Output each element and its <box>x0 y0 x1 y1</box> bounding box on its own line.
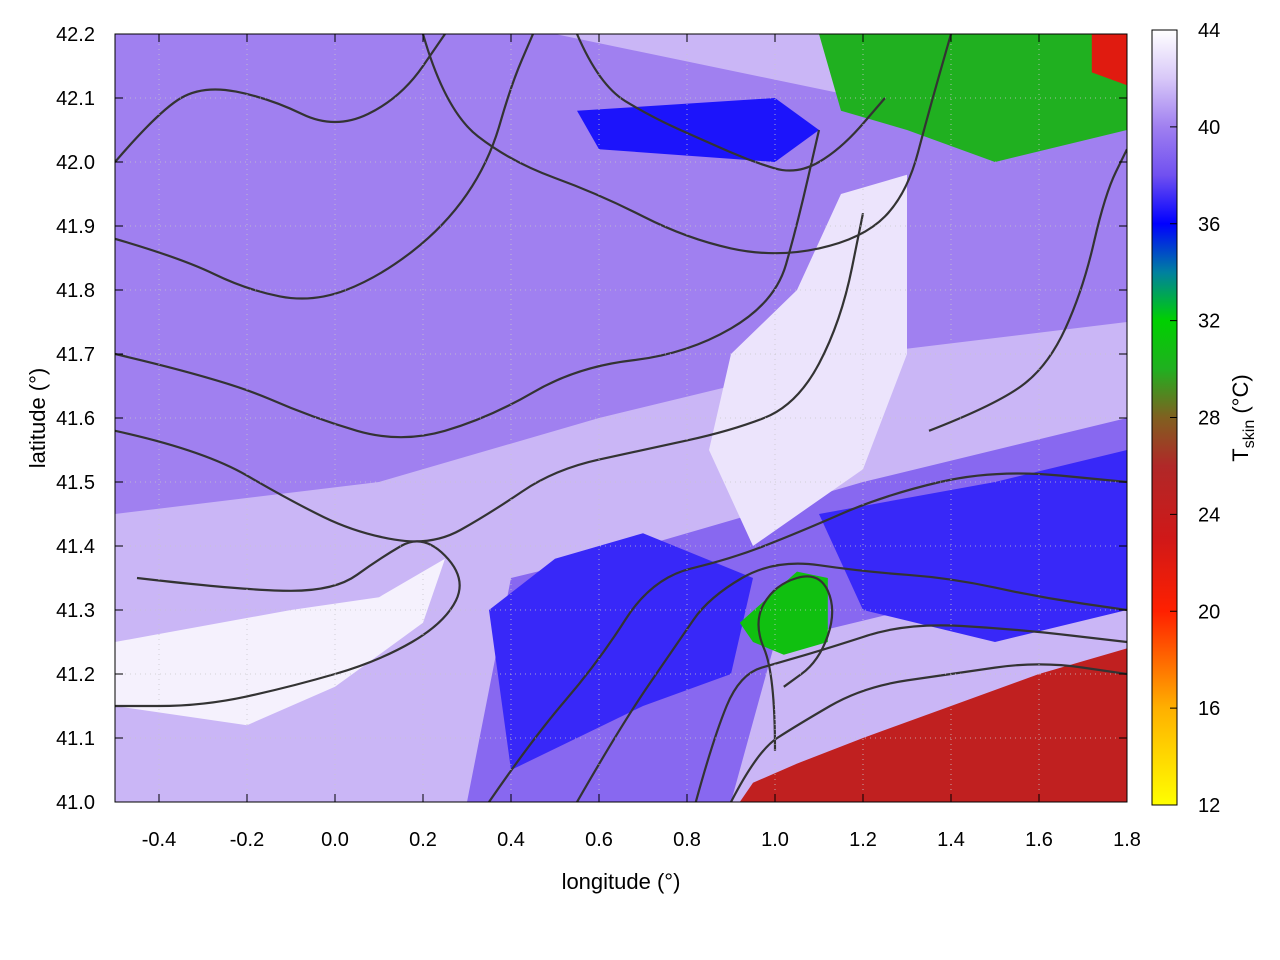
x-axis-label: longitude (°) <box>562 869 681 894</box>
y-tick-label-4: 41.4 <box>56 536 95 558</box>
y-tick-label-5: 41.5 <box>56 472 95 494</box>
contour-line-10 <box>757 575 834 751</box>
y-tick-label-7: 41.7 <box>56 344 95 366</box>
y-tick-label-9: 41.9 <box>56 216 95 238</box>
contour-line-1 <box>115 129 821 439</box>
colorbar-label-main: T <box>1228 448 1253 461</box>
region-warm-band-south <box>489 533 753 770</box>
x-tick-label-5: 0.6 <box>585 829 613 851</box>
contour-line-9 <box>115 34 535 300</box>
colorbar-tick-label-5: 32 <box>1198 311 1220 333</box>
x-tick-label-10: 1.6 <box>1025 829 1053 851</box>
region-forest-patch <box>739 571 828 655</box>
colorbar-tick-label-6: 36 <box>1198 214 1220 236</box>
x-tick-label-11: 1.8 <box>1113 829 1141 851</box>
y-tick-label-6: 41.6 <box>56 408 95 430</box>
x-tick-label-8: 1.2 <box>849 829 877 851</box>
colorbar-tick-label-2: 20 <box>1198 601 1220 623</box>
y-tick-label-11: 42.1 <box>56 88 95 110</box>
colorbar-tick-label-1: 16 <box>1198 698 1220 720</box>
region-sea <box>739 648 1127 802</box>
colorbar-label-sub: skin <box>1241 420 1258 448</box>
temperature-field <box>115 34 1127 802</box>
region-hot-valley-west <box>115 558 445 726</box>
colorbar-tick-label-7: 40 <box>1198 117 1220 139</box>
colorbar-label: Tskin (°C) <box>1228 374 1258 461</box>
y-tick-label-0: 41.0 <box>56 792 95 814</box>
region-vegetation-north <box>819 34 1127 162</box>
contour-line-4 <box>576 562 1127 802</box>
y-tick-label-8: 41.8 <box>56 280 95 302</box>
colorbar-ticks: 12 16 20 24 28 32 36 40 44 <box>1170 20 1220 817</box>
region-warm-strip-north <box>577 98 819 162</box>
contour-line-8 <box>928 148 1127 432</box>
region-warm-band-east <box>819 450 1127 642</box>
region-sea-cold <box>1091 34 1127 86</box>
x-tick-label-7: 1.0 <box>761 829 789 851</box>
y-tick-label-2: 41.2 <box>56 664 95 686</box>
y-tick-label-10: 42.0 <box>56 152 95 174</box>
y-axis-label: latitude (°) <box>25 368 50 469</box>
y-tick-label-3: 41.3 <box>56 600 95 622</box>
region-inland-plateau <box>115 34 1127 514</box>
x-tick-label-2: 0.0 <box>321 829 349 851</box>
colorbar-label-unit: (°C) <box>1228 374 1253 419</box>
region-hot-valley-central <box>709 174 907 547</box>
x-tick-label-1: -0.2 <box>230 829 264 851</box>
contour-line-5 <box>694 624 1127 802</box>
contour-line-0 <box>115 212 865 543</box>
colorbar-tick-label-4: 28 <box>1198 408 1220 430</box>
y-tick-label-1: 41.1 <box>56 728 95 750</box>
x-tick-label-3: 0.2 <box>409 829 437 851</box>
y-axis-ticks: 41.0 41.1 41.2 41.3 41.4 41.5 41.6 41.7 41.8 41.9… <box>56 24 1127 814</box>
x-axis-ticks: -0.4 -0.2 0.0 0.2 0.4 0.6 0.8 1.0 1.2 1.4 1.6 1.8 <box>142 34 1141 851</box>
y-tick-label-12: 42.2 <box>56 24 95 46</box>
x-tick-label-9: 1.4 <box>937 829 965 851</box>
x-tick-label-0: -0.4 <box>142 829 176 851</box>
contour-line-12 <box>115 34 446 163</box>
contour-line-11 <box>575 34 886 172</box>
colorbar-tick-label-3: 24 <box>1198 504 1220 526</box>
contour-line-2 <box>115 540 461 708</box>
colorbar-tick-label-8: 44 <box>1198 20 1220 42</box>
colorbar-tick-label-0: 12 <box>1198 795 1220 817</box>
x-tick-label-4: 0.4 <box>497 829 525 851</box>
x-tick-label-6: 0.8 <box>673 829 701 851</box>
